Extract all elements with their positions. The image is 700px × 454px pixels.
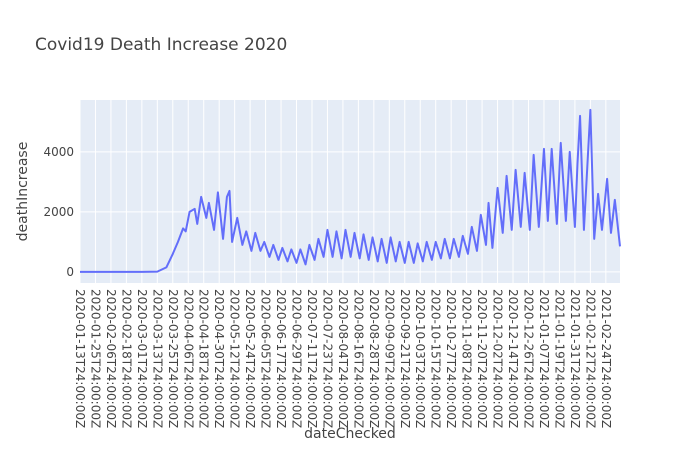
x-tick-label: 2021-02-24T24:00:00Z (599, 289, 613, 428)
x-tick-label: 2020-06-17T24:00:00Z (274, 289, 288, 428)
x-tick-label: 2021-01-31T24:00:00Z (568, 289, 582, 428)
x-tick-label: 2020-04-30T24:00:00Z (212, 289, 226, 428)
x-tick-label: 2020-07-23T24:00:00Z (320, 289, 334, 428)
x-tick-label: 2020-04-18T24:00:00Z (197, 289, 211, 428)
line-series (79, 108, 621, 273)
x-tick-label: 2020-12-26T24:00:00Z (521, 289, 535, 428)
x-tick-label: 2020-03-01T24:00:00Z (135, 289, 149, 428)
x-tick-label: 2020-06-29T24:00:00Z (290, 289, 304, 428)
x-tick-label: 2020-10-27T24:00:00Z (444, 289, 458, 428)
x-tick-label: 2021-01-19T24:00:00Z (552, 289, 566, 428)
x-tick-label: 2020-01-25T24:00:00Z (88, 289, 102, 428)
chart-title: Covid19 Death Increase 2020 (35, 35, 287, 55)
x-tick-label: 2021-01-07T24:00:00Z (537, 289, 551, 428)
x-tick-label: 2020-08-04T24:00:00Z (336, 289, 350, 428)
x-tick-label: 2020-10-03T24:00:00Z (413, 289, 427, 428)
x-tick-label: 2020-04-06T24:00:00Z (181, 289, 195, 428)
x-tick-label: 2020-11-20T24:00:00Z (475, 289, 489, 428)
grid (79, 100, 620, 283)
x-tick-label: 2020-08-28T24:00:00Z (367, 289, 381, 428)
x-tick-label: 2020-12-14T24:00:00Z (506, 289, 520, 428)
x-tick-label: 2020-05-12T24:00:00Z (228, 289, 242, 428)
labels: 0 2000 4000 2020-01-13T24:00:00Z 2020-01-25T… (43, 145, 612, 428)
x-tick-label: 2020-11-08T24:00:00Z (460, 289, 474, 428)
x-tick-label: 2020-12-02T24:00:00Z (491, 289, 505, 428)
x-tick-label: 2020-10-15T24:00:00Z (429, 289, 443, 428)
x-tick-label: 2020-02-18T24:00:00Z (119, 289, 133, 428)
x-tick-label: 2020-09-21T24:00:00Z (398, 289, 412, 428)
x-tick-label: 2020-08-16T24:00:00Z (351, 289, 365, 428)
x-tick-label: 2020-07-11T24:00:00Z (305, 289, 319, 428)
y-axis-title: deathIncrease (15, 142, 31, 242)
x-tick-label: 2020-01-13T24:00:00Z (73, 289, 87, 428)
x-tick-label: 2020-02-06T24:00:00Z (104, 289, 118, 428)
x-tick-label: 2021-02-12T24:00:00Z (583, 289, 597, 428)
x-axis-title: dateChecked (304, 426, 396, 442)
y-tick-label: 4000 (43, 145, 74, 159)
marks (79, 108, 621, 273)
y-tick-label: 2000 (43, 205, 74, 219)
y-tick-label: 0 (66, 265, 74, 279)
x-tick-label: 2020-03-25T24:00:00Z (166, 289, 180, 428)
x-tick-label: 2020-06-05T24:00:00Z (259, 289, 273, 428)
x-tick-label: 2020-03-13T24:00:00Z (150, 289, 164, 428)
x-tick-label: 2020-09-09T24:00:00Z (382, 289, 396, 428)
x-tick-label: 2020-05-24T24:00:00Z (243, 289, 257, 428)
